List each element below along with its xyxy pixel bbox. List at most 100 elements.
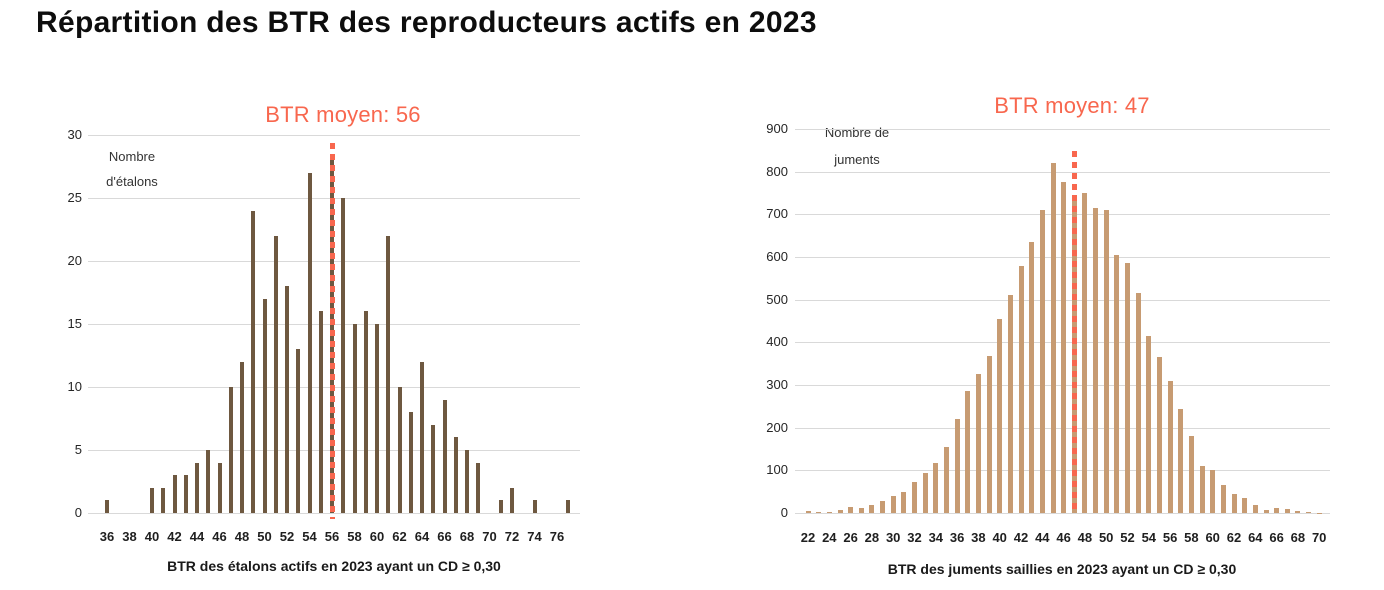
y-axis-series-label-line2: d'étalons bbox=[106, 174, 158, 189]
histogram-bar bbox=[566, 500, 571, 513]
y-axis-series-label-line1: Nombre bbox=[108, 149, 156, 164]
x-tick-label: 62 bbox=[1226, 530, 1242, 545]
x-tick-label: 38 bbox=[122, 529, 137, 544]
gridline bbox=[795, 171, 1330, 173]
x-tick-label: 66 bbox=[1269, 530, 1284, 545]
x-tick-label: 76 bbox=[549, 529, 565, 544]
mean-dashed-line bbox=[329, 143, 335, 519]
y-tick-label: 400 bbox=[766, 334, 788, 350]
x-tick-label: 70 bbox=[1311, 530, 1327, 545]
y-tick-label: 900 bbox=[766, 121, 788, 136]
y-tick-label: 300 bbox=[766, 377, 788, 392]
x-tick-label: 42 bbox=[1013, 530, 1029, 545]
x-tick-label: 68 bbox=[459, 529, 475, 544]
y-tick-label: 500 bbox=[766, 291, 788, 307]
x-axis-title: BTR des étalons actifs en 2023 ayant un … bbox=[167, 558, 501, 574]
histogram-bar bbox=[805, 510, 811, 513]
x-tick-label: 54 bbox=[302, 529, 317, 544]
histogram-bar bbox=[1178, 408, 1184, 513]
x-tick-label: 72 bbox=[504, 529, 520, 544]
histogram-bar bbox=[465, 450, 469, 513]
y-tick-label: 800 bbox=[766, 163, 788, 179]
histogram-bar bbox=[1007, 295, 1013, 513]
y-tick-label: 20 bbox=[67, 253, 82, 268]
histogram-bar bbox=[1135, 293, 1141, 513]
histogram-bar bbox=[965, 391, 971, 513]
x-tick-label: 46 bbox=[212, 529, 227, 544]
histogram-bar bbox=[933, 462, 939, 513]
y-tick-label: 700 bbox=[766, 206, 788, 222]
histogram-bar bbox=[453, 437, 458, 513]
histogram-bar bbox=[285, 286, 289, 513]
histogram-bar bbox=[307, 172, 312, 513]
y-tick-label: 100 bbox=[766, 462, 788, 478]
x-tick-label: 36 bbox=[949, 530, 965, 545]
histogram-bar bbox=[420, 361, 424, 513]
x-tick-label: 56 bbox=[324, 529, 340, 544]
x-tick-label: 60 bbox=[369, 529, 385, 544]
histogram-bar bbox=[498, 500, 503, 513]
y-tick-label: 5 bbox=[74, 442, 82, 457]
histogram-bar bbox=[816, 512, 822, 513]
histogram-bar bbox=[375, 324, 379, 513]
histogram-bar bbox=[837, 510, 843, 513]
histogram-bar bbox=[386, 235, 391, 513]
histogram-bar bbox=[1284, 509, 1290, 513]
histogram-bar bbox=[240, 361, 244, 513]
histogram-bar bbox=[890, 495, 896, 513]
y-tick-label: 30 bbox=[67, 127, 82, 142]
x-tick-label: 48 bbox=[1077, 530, 1093, 545]
histogram-bar bbox=[408, 412, 413, 513]
y-axis-series-label: Nombre d'étalons bbox=[94, 144, 170, 194]
histogram-bar bbox=[431, 424, 436, 513]
y-tick-label: 25 bbox=[67, 190, 82, 205]
y-tick-label: 10 bbox=[67, 379, 82, 394]
histogram-bar bbox=[161, 487, 166, 513]
histogram-bar bbox=[476, 462, 481, 513]
histogram-bar bbox=[1157, 357, 1162, 513]
histogram-bar bbox=[532, 500, 537, 513]
y-tick-label: 0 bbox=[74, 505, 82, 520]
x-tick-label: 52 bbox=[1120, 530, 1135, 545]
histogram-bar bbox=[922, 472, 928, 513]
histogram-bar bbox=[997, 318, 1003, 513]
y-axis-series-label: Nombre de juments bbox=[812, 119, 902, 173]
x-tick-label: 38 bbox=[971, 530, 986, 545]
histogram-bar bbox=[975, 374, 981, 513]
histogram-bar bbox=[510, 487, 514, 513]
histogram-bar bbox=[1231, 493, 1237, 513]
histogram-bar bbox=[1263, 509, 1269, 513]
y-tick-label: 600 bbox=[766, 249, 788, 264]
histogram-bar bbox=[150, 487, 154, 513]
y-axis-series-label-line1: Nombre de bbox=[824, 125, 890, 140]
histogram-bar bbox=[1082, 193, 1088, 513]
page-title: Répartition des BTR des reproducteurs ac… bbox=[36, 6, 817, 39]
x-tick-label: 24 bbox=[822, 530, 837, 545]
histogram-bar bbox=[251, 210, 256, 513]
histogram-bar bbox=[105, 500, 109, 513]
histogram-bar bbox=[341, 198, 346, 513]
histogram-bar bbox=[1167, 380, 1173, 513]
x-tick-label: 32 bbox=[907, 530, 922, 545]
x-tick-label: 50 bbox=[1098, 530, 1114, 545]
x-tick-label: 64 bbox=[1248, 530, 1263, 545]
histogram-bar bbox=[1018, 266, 1024, 513]
gridline bbox=[795, 129, 1330, 130]
x-tick-label: 30 bbox=[885, 530, 901, 545]
histogram-bar bbox=[397, 387, 402, 513]
histogram-bar bbox=[1295, 510, 1301, 513]
histogram-bar bbox=[172, 475, 177, 513]
histogram-bar bbox=[195, 462, 199, 513]
histogram-bar bbox=[1252, 505, 1258, 513]
x-tick-label: 34 bbox=[928, 530, 944, 545]
histogram-bar bbox=[363, 311, 368, 513]
histogram-bar bbox=[869, 505, 875, 513]
histogram-bar bbox=[954, 419, 960, 513]
histogram-bar bbox=[901, 491, 907, 513]
histogram-bar bbox=[1146, 335, 1152, 513]
histogram-bar bbox=[826, 511, 832, 513]
x-tick-label: 52 bbox=[279, 529, 295, 544]
histogram-bar bbox=[944, 446, 949, 513]
